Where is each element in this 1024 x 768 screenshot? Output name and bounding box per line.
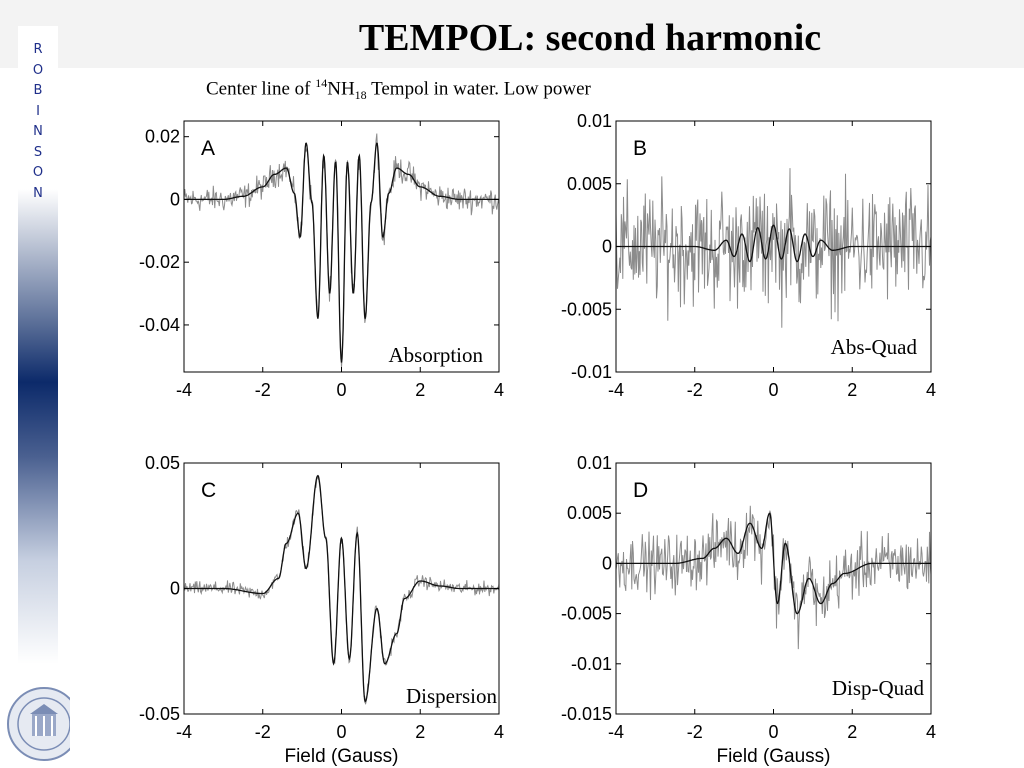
x-axis-label: Field (Gauss) [716,746,830,767]
x-tick-label: 2 [847,380,857,400]
x-tick-label: -2 [255,722,271,742]
panel-name-D: Disp-Quad [832,676,925,700]
fit-curve-D [616,513,931,613]
y-tick-label: 0.05 [145,453,180,473]
x-tick-label: 0 [336,380,346,400]
y-tick-label: -0.04 [139,315,180,335]
y-tick-label: 0 [602,553,612,573]
panel-letter-B: B [633,137,647,160]
x-tick-label: 0 [768,380,778,400]
y-tick-label: -0.02 [139,252,180,272]
y-tick-label: 0.02 [145,127,180,147]
x-tick-label: -4 [176,380,192,400]
axes-frame-A [184,121,499,372]
x-tick-label: 2 [415,380,425,400]
y-tick-label: 0.01 [577,111,612,131]
y-tick-label: -0.01 [571,654,612,674]
panel-name-C: Dispersion [406,684,497,708]
data-trace-A [184,134,499,368]
x-tick-label: 4 [926,380,936,400]
panel-letter-C: C [201,479,216,502]
y-tick-label: -0.005 [561,299,612,319]
y-tick-label: 0 [602,237,612,257]
y-tick-label: 0.005 [567,174,612,194]
y-tick-label: -0.015 [561,704,612,724]
y-tick-label: -0.005 [561,604,612,624]
fit-curve-A [184,143,499,362]
y-tick-label: 0.01 [577,453,612,473]
y-tick-label: 0 [170,579,180,599]
x-tick-label: -2 [687,380,703,400]
x-tick-label: 2 [415,722,425,742]
y-tick-label: -0.05 [139,704,180,724]
x-tick-label: 4 [494,722,504,742]
x-tick-label: -2 [255,380,271,400]
data-trace-B [616,168,931,328]
x-tick-label: 4 [926,722,936,742]
y-tick-label: 0.005 [567,503,612,523]
data-trace-C [184,477,499,704]
x-tick-label: 2 [847,722,857,742]
x-tick-label: 4 [494,380,504,400]
panel-letter-A: A [201,137,215,160]
x-tick-label: 0 [336,722,346,742]
x-tick-label: -2 [687,722,703,742]
y-tick-label: -0.01 [571,362,612,382]
y-tick-label: 0 [170,189,180,209]
x-axis-label: Field (Gauss) [284,746,398,767]
panel-name-A: Absorption [389,343,484,367]
x-tick-label: -4 [608,380,624,400]
panel-name-B: Abs-Quad [831,335,918,359]
x-tick-label: -4 [176,722,192,742]
x-tick-label: 0 [768,722,778,742]
data-trace-D [616,506,931,649]
panel-letter-D: D [633,479,648,502]
x-tick-label: -4 [608,722,624,742]
